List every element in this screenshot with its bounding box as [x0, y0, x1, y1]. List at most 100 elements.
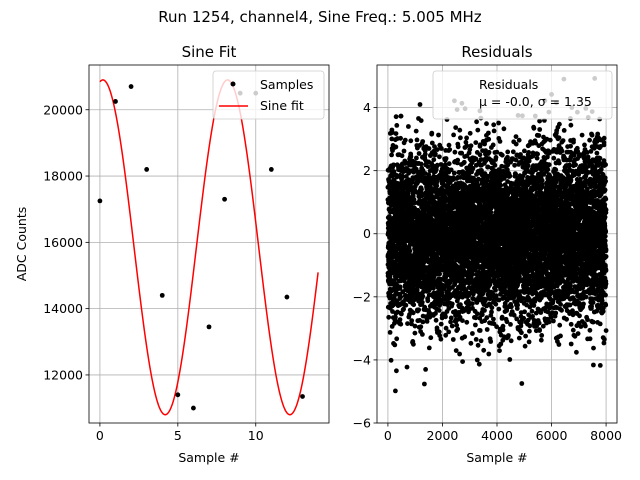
residual-point	[512, 162, 517, 168]
residual-point	[420, 332, 425, 337]
residual-point	[413, 128, 419, 134]
residual-point	[398, 135, 403, 141]
residual-point	[418, 118, 424, 123]
residual-point	[389, 173, 395, 179]
residual-point	[394, 368, 399, 374]
sample-point	[191, 405, 196, 411]
residual-point	[401, 306, 406, 312]
residual-point	[486, 149, 492, 155]
sine-fit-ytick-label: 14000	[43, 301, 83, 316]
residual-point	[451, 170, 457, 176]
residual-point	[464, 135, 469, 141]
residual-point	[451, 132, 456, 138]
residual-point	[434, 162, 440, 168]
sine-fit-xlabel: Sample #	[178, 450, 239, 465]
residual-point	[513, 141, 519, 147]
sine-fit-legend-samples-marker	[230, 81, 236, 87]
residual-point	[453, 125, 459, 130]
residual-point	[486, 136, 492, 142]
residual-point	[474, 119, 479, 125]
residual-point	[458, 135, 463, 141]
residual-point	[491, 128, 497, 134]
residual-point	[443, 156, 449, 161]
residual-point	[431, 157, 437, 163]
residual-point	[418, 324, 424, 330]
residual-point	[428, 335, 434, 341]
residual-point	[496, 120, 501, 126]
sine-fit-xtick-label: 10	[248, 428, 264, 443]
sample-point	[206, 324, 212, 330]
residual-point	[484, 121, 489, 127]
residual-point	[476, 361, 482, 367]
residual-point	[493, 287, 498, 293]
residual-point	[449, 301, 455, 307]
residual-point	[446, 329, 452, 335]
residual-point	[425, 298, 431, 304]
residual-point	[393, 131, 399, 137]
residual-point	[468, 143, 474, 149]
residual-point	[400, 174, 406, 180]
residual-point	[473, 337, 479, 342]
residual-point	[434, 183, 440, 189]
sample-point	[268, 167, 274, 172]
residual-point	[419, 186, 424, 192]
residual-point	[506, 333, 511, 338]
residual-point	[484, 315, 490, 321]
residual-point	[414, 155, 419, 161]
residual-point	[499, 152, 505, 158]
residual-point	[443, 332, 449, 338]
residual-point	[398, 294, 404, 300]
residual-point	[403, 302, 409, 308]
residual-point	[461, 159, 467, 165]
residual-point	[481, 347, 487, 353]
residual-point	[419, 299, 425, 305]
residual-point	[473, 322, 478, 328]
residual-point	[389, 136, 395, 142]
sine-fit-ylabel: ADC Counts	[14, 207, 29, 282]
residual-point	[460, 359, 465, 364]
residual-point	[460, 318, 465, 323]
residual-point	[497, 139, 503, 144]
residual-point	[393, 144, 399, 150]
residual-point	[419, 193, 425, 199]
residual-point	[489, 309, 494, 315]
residuals-points-layer	[385, 76, 609, 394]
residual-point	[394, 336, 400, 342]
sine-fit-legend-box	[212, 70, 325, 120]
sample-point	[144, 167, 150, 172]
residual-point	[433, 317, 439, 323]
residual-point	[436, 132, 441, 138]
residual-point	[437, 271, 442, 277]
sample-point	[300, 394, 305, 399]
residual-point	[519, 330, 524, 336]
residual-point	[500, 327, 506, 333]
sine-fit-title: Sine Fit	[182, 43, 237, 61]
residual-point	[457, 351, 462, 357]
residual-point	[443, 325, 449, 331]
residual-point	[410, 310, 416, 316]
residual-point	[397, 284, 403, 290]
residual-point	[391, 162, 397, 168]
residual-point	[470, 331, 475, 336]
residual-point	[416, 307, 422, 313]
residual-point	[516, 335, 522, 341]
sine-fit-legend-fit-label: Sine fit	[260, 98, 304, 113]
sine-fit-legend-samples-label: Samples	[260, 77, 313, 92]
figure-suptitle: Run 1254, channel4, Sine Freq.: 5.005 MH…	[158, 8, 482, 26]
residual-point	[404, 364, 410, 370]
residual-point	[443, 314, 448, 320]
sample-point	[284, 294, 290, 300]
residual-point	[391, 169, 397, 174]
residual-point	[457, 127, 463, 133]
residual-point	[411, 197, 417, 202]
residual-point	[388, 357, 394, 363]
residual-point	[429, 140, 435, 146]
residual-point	[420, 139, 426, 144]
residual-point	[490, 142, 496, 148]
sine-fit-xtick-label: 5	[174, 428, 182, 443]
residual-point	[392, 342, 398, 348]
residual-point	[477, 328, 483, 333]
residual-point	[393, 388, 398, 394]
residual-point	[409, 318, 415, 323]
